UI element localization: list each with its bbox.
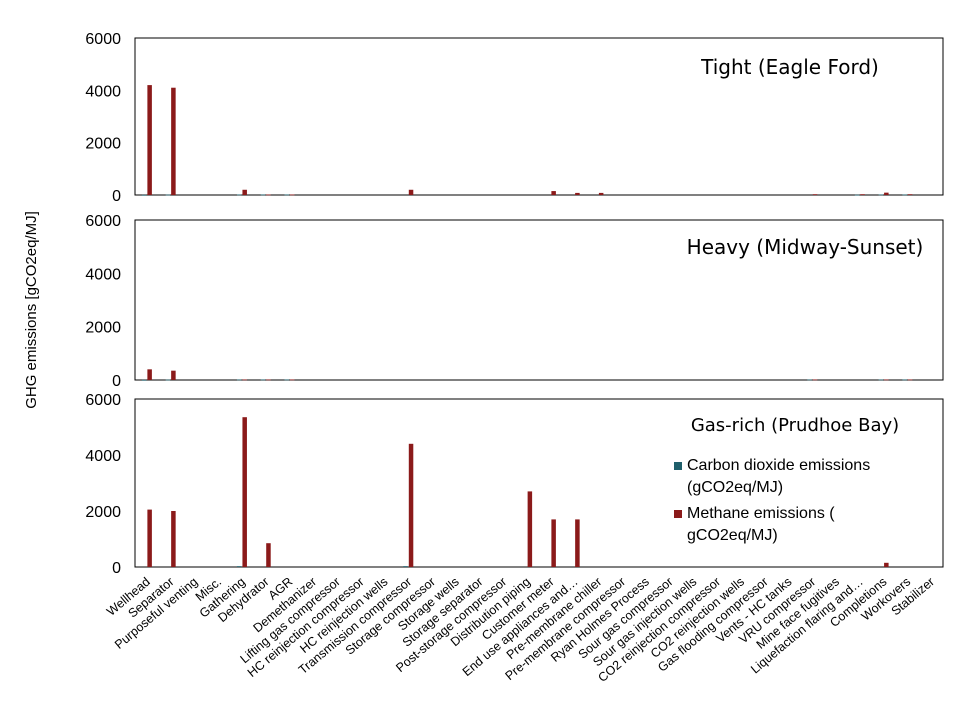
panel-title: Gas-rich (Prudhoe Bay) — [691, 415, 899, 436]
panel-title: Tight (Eagle Ford) — [700, 55, 879, 79]
methane-bar — [171, 87, 176, 195]
methane-bar — [242, 379, 247, 381]
y-tick-label: 2000 — [85, 136, 121, 153]
co2-bar — [165, 379, 171, 381]
y-tick-label: 0 — [112, 188, 121, 205]
legend-swatch-methane — [674, 510, 682, 518]
co2-bar — [902, 379, 907, 381]
methane-bar — [884, 379, 889, 381]
co2-bar — [284, 194, 289, 196]
methane-bar — [171, 370, 176, 380]
methane-bar — [907, 379, 913, 381]
y-tick-label: 2000 — [85, 504, 121, 521]
legend-swatch-co2 — [674, 462, 682, 470]
methane-bar — [147, 85, 152, 195]
panel-1: 0 2000 4000 6000 Tight (Eagle Ford) — [85, 31, 944, 205]
legend-label: Carbon dioxide emissions (gCO2eq/MJ) — [687, 457, 870, 496]
methane-bar — [408, 443, 414, 567]
panel-frame — [134, 398, 944, 568]
co2-bar — [284, 379, 289, 381]
methane-bar — [860, 194, 865, 196]
methane-bar — [266, 379, 271, 381]
methane-bar — [171, 511, 176, 567]
methane-bar — [266, 194, 271, 196]
methane-bar — [884, 562, 889, 567]
y-tick-label: 6000 — [85, 213, 121, 230]
y-tick-label: 4000 — [85, 448, 121, 465]
methane-bar — [551, 519, 556, 567]
methane-bar — [812, 194, 818, 196]
co2-bar — [260, 194, 266, 196]
y-tick-label: 6000 — [85, 31, 121, 48]
panel-frame — [134, 37, 944, 196]
methane-bar — [242, 417, 247, 567]
co2-bar — [236, 379, 242, 381]
co2-bar — [807, 379, 812, 381]
co2-bar — [902, 194, 907, 196]
co2-bar — [236, 194, 242, 196]
methane-bar — [289, 194, 295, 196]
co2-bar — [141, 379, 147, 381]
y-tick-label: 4000 — [85, 83, 121, 100]
methane-bar — [598, 192, 604, 195]
y-tick-label: 6000 — [85, 392, 121, 409]
y-tick-label: 2000 — [85, 320, 121, 337]
methane-bar — [289, 379, 295, 381]
co2-bar — [165, 194, 171, 196]
panel-2: 0 2000 4000 6000 Heavy (Midway-Sunset) — [85, 213, 944, 390]
co2-bar — [236, 566, 242, 567]
co2-bar — [141, 194, 147, 196]
methane-bar — [527, 491, 533, 567]
methane-bar — [551, 191, 556, 195]
y-axis-label: GHG emissions [gCO2eq/MJ] — [23, 211, 40, 409]
co2-bar — [260, 379, 266, 381]
methane-bar — [266, 543, 271, 567]
methane-bar — [147, 369, 152, 380]
methane-bar — [408, 189, 414, 195]
co2-bar — [854, 194, 860, 196]
panel-3: 0 2000 4000 6000 Gas-rich (Prudhoe Bay) — [85, 392, 944, 577]
methane-bar — [575, 192, 580, 195]
y-tick-label: 4000 — [85, 266, 121, 283]
panel-frame — [134, 219, 944, 381]
methane-bar — [884, 192, 889, 195]
y-tick-label: 0 — [112, 373, 121, 390]
co2-bar — [878, 379, 884, 381]
co2-bar — [878, 194, 884, 196]
panel-title: Heavy (Midway-Sunset) — [687, 235, 924, 259]
chart-legend: Carbon dioxide emissions (gCO2eq/MJ) Metha… — [674, 457, 870, 544]
methane-bar — [242, 189, 247, 195]
methane-bar — [907, 194, 913, 196]
methane-bar — [812, 379, 818, 381]
chart-panels: 0 2000 4000 6000 Tight (Eagle Ford) 0 2000 4000… — [85, 31, 944, 577]
y-tick-label: 0 — [112, 560, 121, 577]
legend-label: Methane emissions (gCO2eq/MJ) — [687, 505, 835, 544]
co2-bar — [403, 566, 408, 567]
methane-bar — [147, 509, 152, 567]
methane-bar — [575, 519, 580, 567]
